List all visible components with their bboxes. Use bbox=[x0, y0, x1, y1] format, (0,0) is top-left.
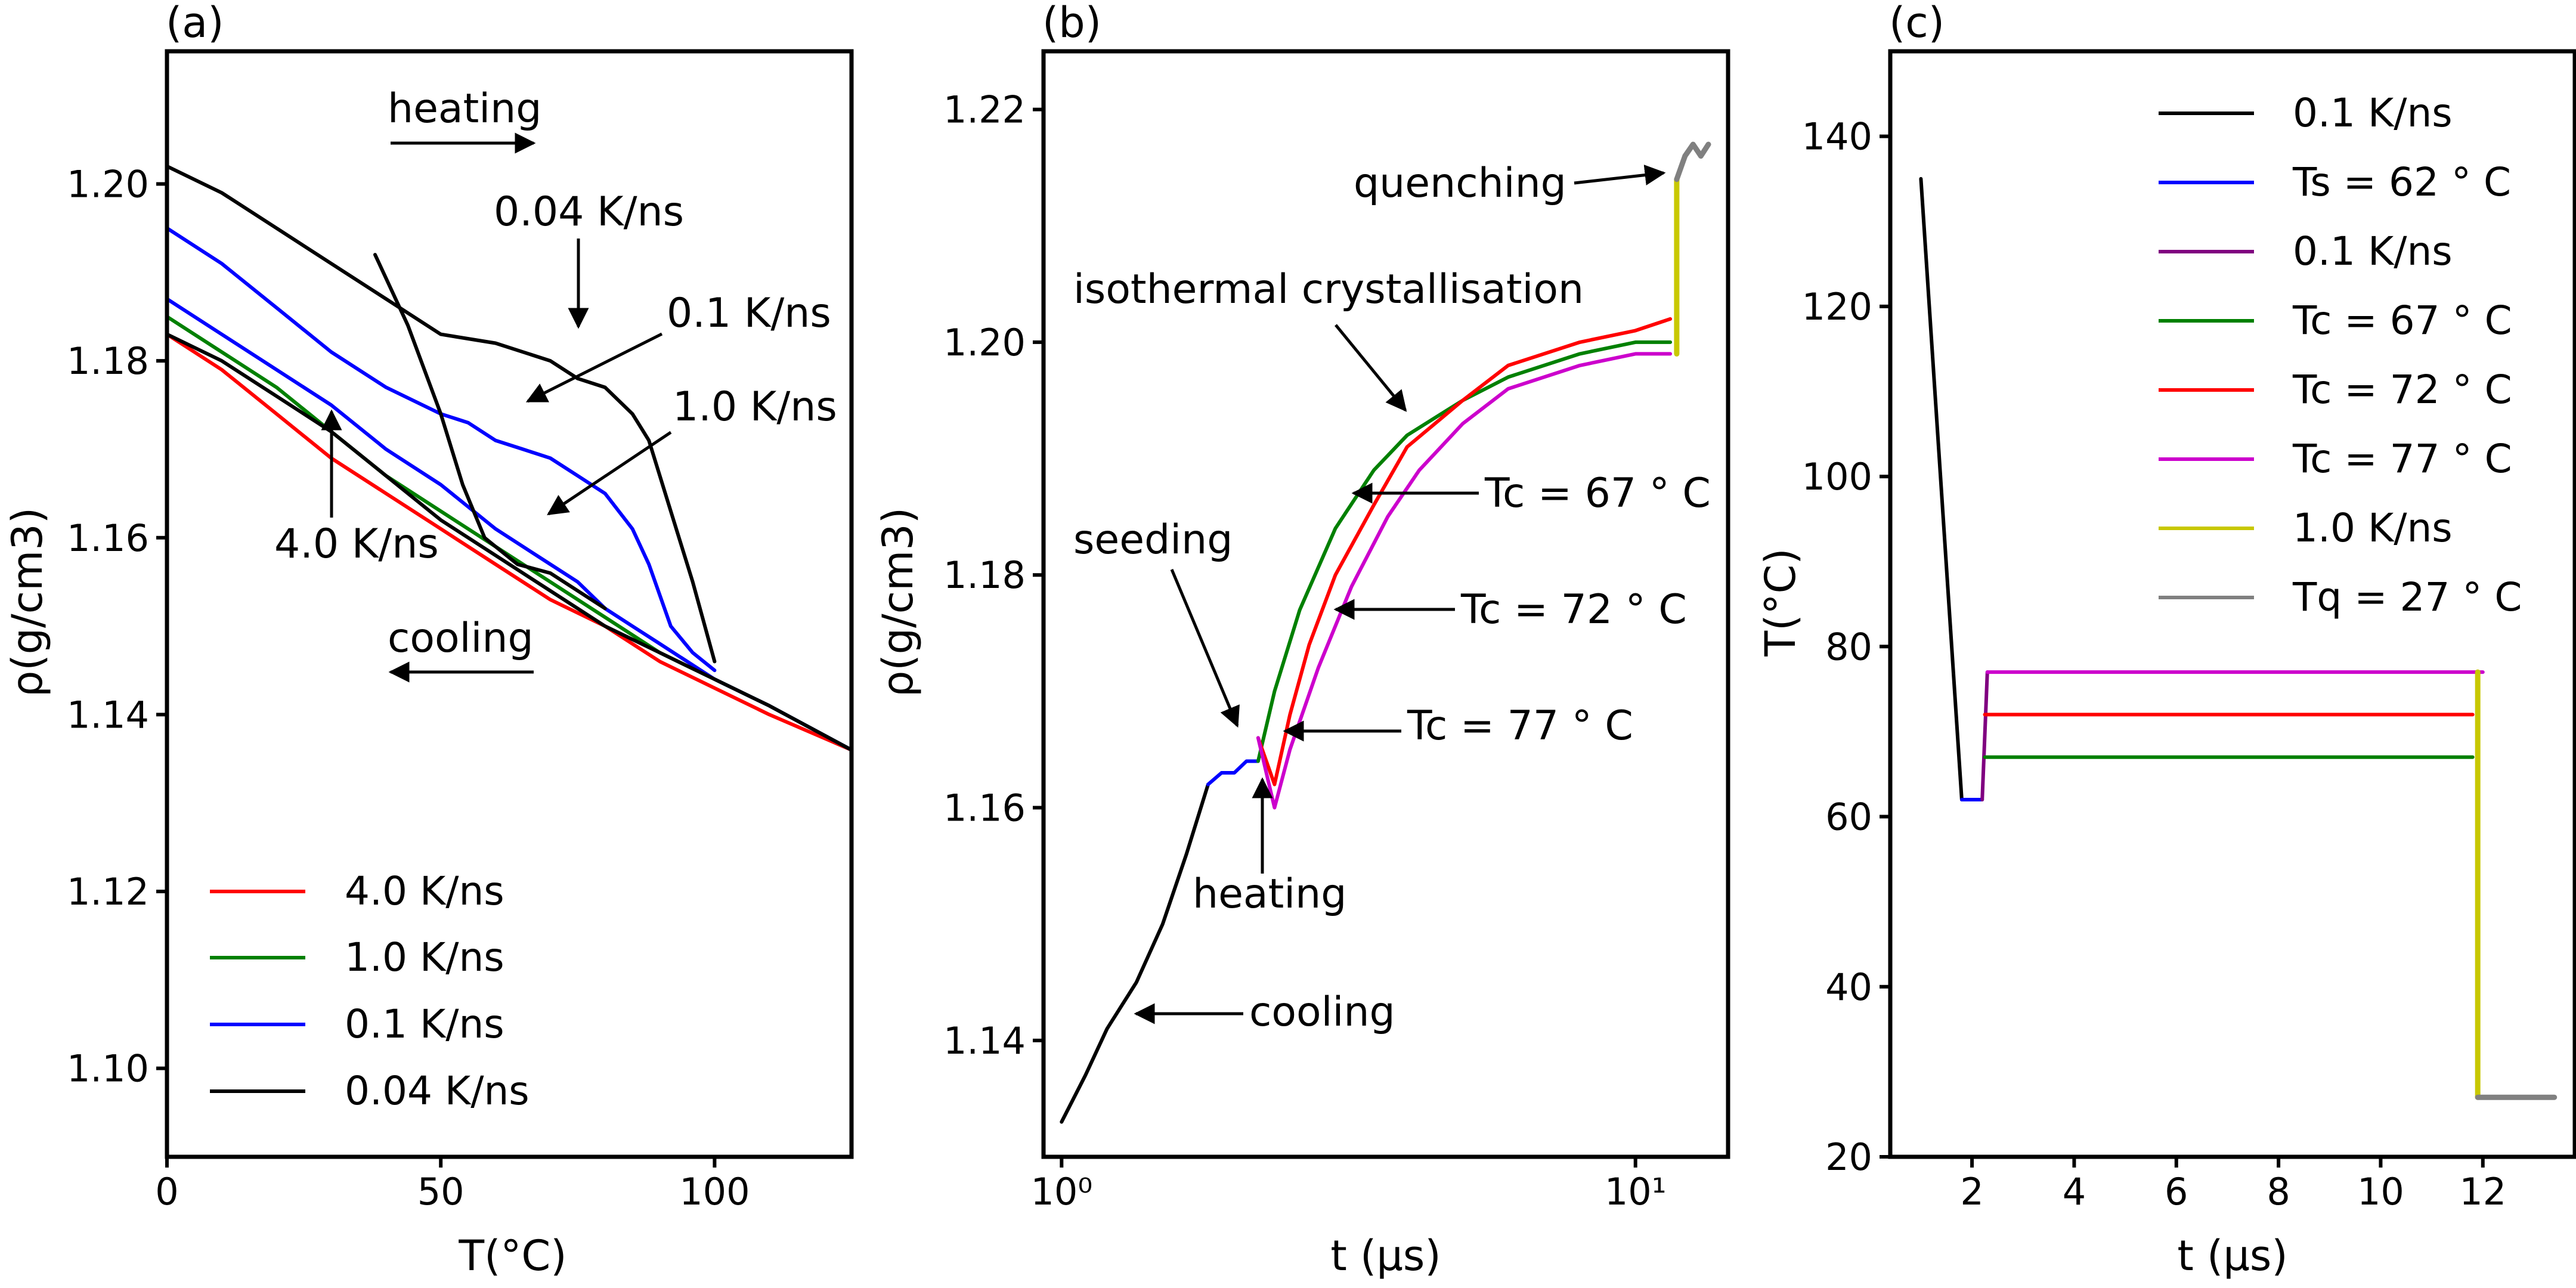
x-tick-label: 10⁰ bbox=[1030, 1170, 1092, 1213]
y-tick-label: 1.18 bbox=[943, 553, 1026, 597]
legend-c-label-6: 1.0 K/ns bbox=[2293, 505, 2453, 551]
y-tick-label: 120 bbox=[1802, 285, 1872, 329]
series-line-a-5 bbox=[165, 164, 717, 664]
annotation-0.1-knps: 0.1 K/ns bbox=[667, 290, 831, 337]
panel-c-label: (c) bbox=[1889, 0, 1945, 47]
legend-c-label-1: Ts = 62 ° C bbox=[2292, 159, 2511, 205]
series-line-a-6 bbox=[373, 253, 607, 611]
y-tick-label: 1.10 bbox=[67, 1047, 149, 1091]
annotation-seeding: seeding bbox=[1073, 516, 1233, 564]
x-tick-label: 100 bbox=[679, 1170, 750, 1213]
y-tick-label: 1.18 bbox=[67, 339, 149, 383]
panel-c-xlabel: t (µs) bbox=[2177, 1231, 2287, 1280]
legend-label-1.0: 1.0 K/ns bbox=[345, 934, 504, 980]
x-tick-label: 2 bbox=[1960, 1170, 1983, 1213]
legend-label-4.0: 4.0 K/ns bbox=[345, 868, 504, 914]
y-tick-label: 1.12 bbox=[67, 870, 149, 914]
legend-c-label-7: Tq = 27 ° C bbox=[2292, 574, 2522, 620]
series-line-b-1 bbox=[1206, 759, 1260, 787]
y-tick-label: 1.20 bbox=[67, 162, 149, 206]
legend-c-label-0: 0.1 K/ns bbox=[2293, 90, 2453, 136]
arrow-isothermal bbox=[1335, 324, 1407, 412]
x-tick-label: 10¹ bbox=[1605, 1170, 1667, 1213]
y-tick-label: 1.14 bbox=[943, 1019, 1026, 1063]
legend-c-label-4: Tc = 72 ° C bbox=[2292, 367, 2512, 413]
y-tick-label: 80 bbox=[1825, 625, 1872, 668]
annotation-0.04-knps: 0.04 K/ns bbox=[494, 188, 684, 236]
panel-b-label: (b) bbox=[1042, 0, 1101, 47]
panel-c-ticks: 2 4 6 8 10 12 20 40 60 80 100 120 140 bbox=[1802, 115, 2507, 1213]
series-line-c-2 bbox=[1980, 670, 1989, 801]
annotation-heating: heating bbox=[388, 85, 541, 132]
panel-c-ylabel: T(°C) bbox=[1756, 548, 1805, 657]
x-tick-label: 12 bbox=[2459, 1170, 2506, 1213]
x-tick-label: 4 bbox=[2063, 1170, 2086, 1213]
series-line-b-2 bbox=[1256, 340, 1673, 763]
y-tick-label: 1.16 bbox=[67, 516, 149, 560]
panel-b-xlabel: t (µs) bbox=[1330, 1231, 1441, 1280]
panel-b: (b) 10⁰ 10¹ 1.14 1.16 1.18 1.20 1.22 t (µs) ρ(… bbox=[874, 0, 1730, 1280]
panel-a: (a) 0 50 100 1.10 1.12 1.14 1.16 1.18 1.20 T(°C)… bbox=[3, 0, 854, 1280]
panel-b-frame bbox=[1041, 49, 1730, 1159]
arrow-0.1-knps bbox=[525, 332, 663, 403]
panel-a-series bbox=[165, 164, 853, 752]
x-tick-label: 6 bbox=[2165, 1170, 2188, 1213]
x-tick-label: 50 bbox=[417, 1170, 465, 1213]
panel-a-frame bbox=[165, 49, 854, 1159]
panel-a-xlabel: T(°C) bbox=[458, 1231, 566, 1280]
arrow-quenching bbox=[1574, 165, 1666, 185]
series-line-a-4 bbox=[165, 226, 717, 673]
series-line-a-2 bbox=[165, 297, 853, 752]
y-tick-label: 40 bbox=[1825, 965, 1872, 1009]
annotation-4.0-knps: 4.0 K/ns bbox=[274, 521, 439, 568]
panel-c-series bbox=[1919, 177, 2558, 1100]
x-tick-label: 10 bbox=[2357, 1170, 2404, 1213]
arrow-seeding bbox=[1170, 569, 1240, 728]
legend-c-label-5: Tc = 77 ° C bbox=[2292, 436, 2512, 482]
annotation-cooling-b: cooling bbox=[1249, 989, 1395, 1036]
series-line-a-1 bbox=[165, 315, 853, 752]
annotation-heating-b: heating bbox=[1193, 871, 1346, 918]
legend-label-0.1: 0.1 K/ns bbox=[345, 1001, 504, 1047]
series-line-b-0 bbox=[1060, 782, 1210, 1124]
annotation-tc77: Tc = 77 ° C bbox=[1407, 702, 1633, 750]
y-tick-label: 1.20 bbox=[943, 321, 1026, 364]
x-tick-label: 0 bbox=[155, 1170, 178, 1213]
y-tick-label: 20 bbox=[1825, 1135, 1872, 1179]
panel-b-ylabel: ρ(g/cm3) bbox=[874, 507, 922, 697]
panel-a-label: (a) bbox=[166, 0, 224, 47]
arrow-1.0-knps bbox=[547, 431, 672, 516]
annotation-tc72: Tc = 72 ° C bbox=[1460, 586, 1687, 633]
legend-c-label-2: 0.1 K/ns bbox=[2293, 228, 2453, 274]
panel-c-frame bbox=[1888, 49, 2576, 1159]
legend-label-0.04: 0.04 K/ns bbox=[345, 1068, 530, 1114]
y-tick-label: 1.16 bbox=[943, 787, 1026, 830]
annotation-tc67: Tc = 67 ° C bbox=[1484, 470, 1711, 517]
panel-a-ylabel: ρ(g/cm3) bbox=[3, 507, 52, 697]
y-tick-label: 60 bbox=[1825, 795, 1872, 839]
series-line-a-3 bbox=[165, 332, 853, 752]
y-tick-label: 1.22 bbox=[943, 88, 1026, 132]
x-tick-label: 8 bbox=[2267, 1170, 2290, 1213]
legend-c-label-3: Tc = 67 ° C bbox=[2292, 298, 2512, 343]
series-line-a-0 bbox=[165, 332, 853, 752]
y-tick-label: 140 bbox=[1802, 115, 1872, 159]
y-tick-label: 1.14 bbox=[67, 693, 149, 736]
panel-a-ticks: 0 50 100 1.10 1.12 1.14 1.16 1.18 1.20 bbox=[67, 162, 750, 1213]
annotation-isothermal: isothermal crystallisation bbox=[1073, 266, 1584, 313]
panel-c: (c) 2 4 6 8 10 12 20 40 60 80 100 120 140 t (µs) T(°… bbox=[1756, 0, 2576, 1280]
annotation-quenching: quenching bbox=[1354, 160, 1566, 207]
panel-c-legend: 0.1 K/ns Ts = 62 ° C 0.1 K/ns Tc = 67 ° … bbox=[2159, 90, 2522, 620]
panel-a-legend: 4.0 K/ns 1.0 K/ns 0.1 K/ns 0.04 K/ns bbox=[210, 868, 530, 1114]
y-tick-label: 100 bbox=[1802, 455, 1872, 499]
annotation-1.0-knps: 1.0 K/ns bbox=[673, 383, 837, 431]
series-line-b-6 bbox=[1674, 141, 1711, 182]
panel-b-ticks: 10⁰ 10¹ 1.14 1.16 1.18 1.20 1.22 bbox=[943, 88, 1667, 1213]
annotation-cooling: cooling bbox=[388, 615, 534, 662]
series-line-c-0 bbox=[1919, 177, 1964, 801]
